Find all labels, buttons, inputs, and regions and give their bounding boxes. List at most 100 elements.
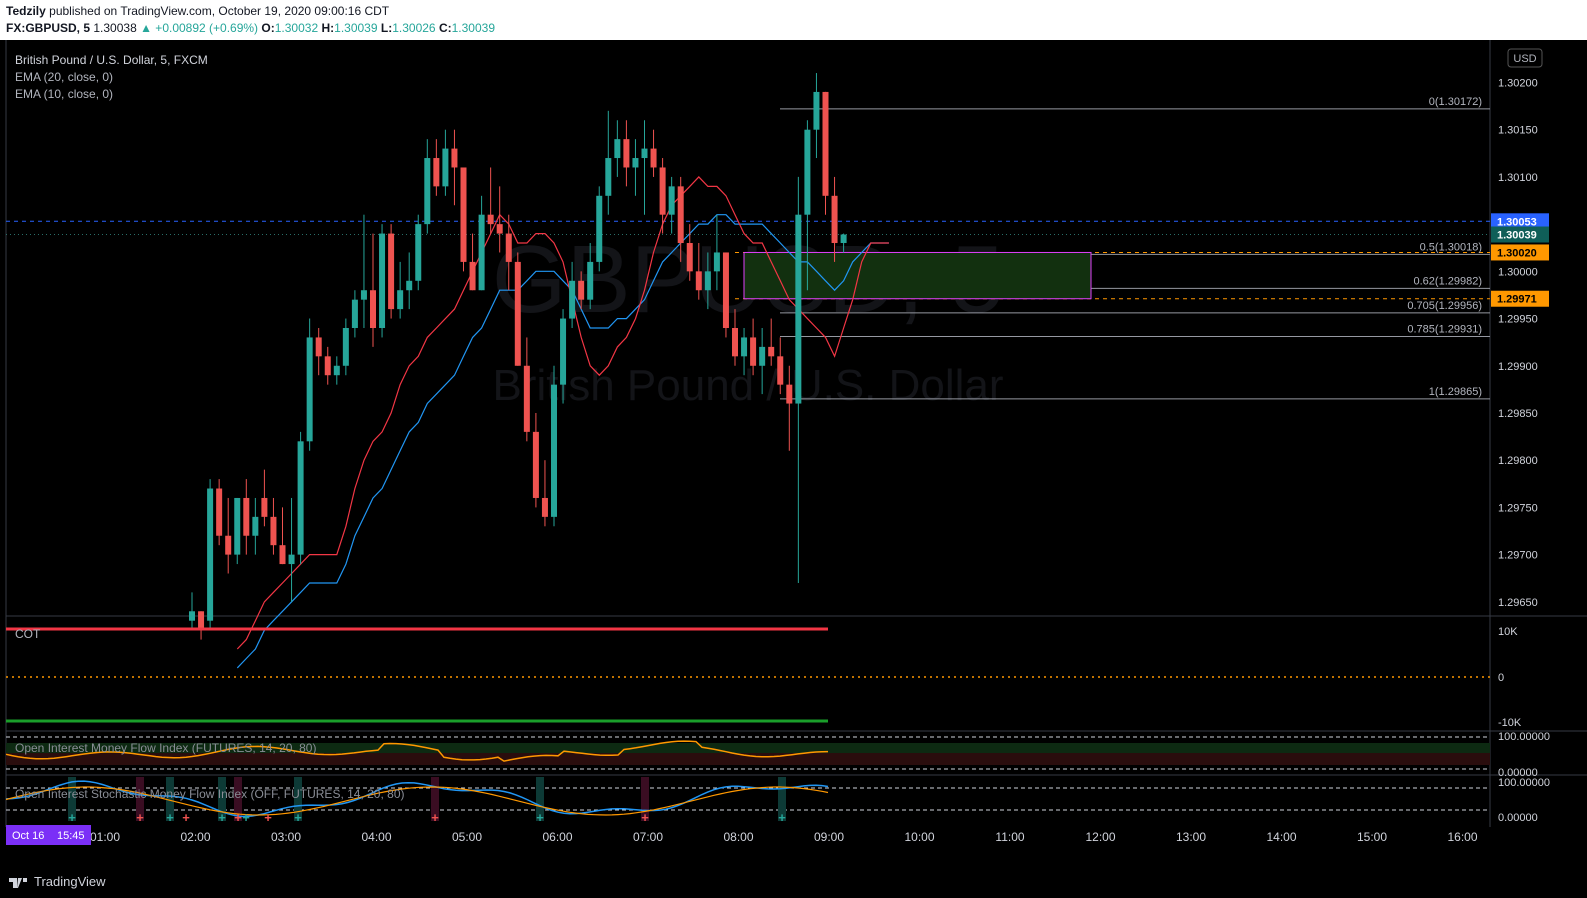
author-name[interactable]: Tedzily [6,4,46,18]
candle-body[interactable] [234,497,241,555]
candle-body[interactable] [433,158,440,187]
time-axis[interactable]: 01:00 02:00 03:00 04:00 05:00 06:00 07:00 08:00… [90,830,1478,844]
candle-body[interactable] [415,224,422,281]
legend-ema10[interactable]: EMA (10, close, 0) [15,87,113,101]
candle-body[interactable] [333,365,340,376]
candle-body[interactable] [424,158,431,225]
candle-body[interactable] [189,611,195,621]
candle-body[interactable] [442,148,449,187]
candle-body[interactable] [388,233,395,310]
candle-body[interactable] [288,554,295,565]
cot-label[interactable]: COT [15,627,41,641]
candle-body[interactable] [750,337,757,366]
candle-body[interactable] [360,290,367,300]
signal-mark: + [264,810,272,825]
candle-body[interactable] [795,214,802,404]
candle-body[interactable] [225,535,232,555]
candle-body[interactable] [198,611,205,631]
candle-body[interactable] [587,261,594,300]
candle-body[interactable] [207,488,214,621]
candle-body[interactable] [822,91,829,196]
candle-body[interactable] [704,271,711,291]
signal-mark: + [778,810,786,825]
candle-body[interactable] [451,148,458,168]
candle-body[interactable] [831,195,838,244]
open-label: O: [261,21,275,35]
candle-body[interactable] [460,167,467,262]
time-tick: 02:00 [180,830,210,844]
candle-body[interactable] [541,497,548,517]
candle-body[interactable] [279,545,286,565]
candle-body[interactable] [596,195,603,262]
price-tick: 1.29700 [1498,550,1538,562]
candle-body[interactable] [324,356,331,376]
candle-body[interactable] [741,337,748,357]
candle-body[interactable] [469,261,476,291]
candle-body[interactable] [777,356,784,385]
candle-body[interactable] [713,252,720,272]
demand-zone[interactable] [743,251,1092,300]
candle-body[interactable] [478,214,485,291]
candle-body[interactable] [840,234,847,244]
candle-body[interactable] [252,516,259,536]
candle-body[interactable] [722,252,729,328]
candle-body[interactable] [297,441,304,555]
candle-body[interactable] [406,280,413,291]
date-badge-time: 15:45 [57,830,85,842]
candle-body[interactable] [659,167,666,215]
candle-body[interactable] [514,261,521,366]
candle-body[interactable] [261,497,268,517]
cot-tick-10k: 10K [1498,626,1518,638]
brand-name: TradingView [34,874,106,889]
candle-body[interactable] [677,186,684,244]
candle-body[interactable] [306,337,313,442]
candle-body[interactable] [532,431,539,498]
candle-body[interactable] [668,186,675,215]
candle-body[interactable] [641,148,648,159]
candle-body[interactable] [804,129,811,215]
currency-box[interactable] [1507,48,1543,68]
oismfi-label[interactable]: Open Interest Stochastic Money Flow Inde… [15,787,404,801]
candle-body[interactable] [605,158,612,196]
candle-body[interactable] [243,497,250,536]
candle-body[interactable] [560,318,567,385]
candle-body[interactable] [614,139,621,159]
candle-body[interactable] [523,365,530,432]
candle-body[interactable] [759,346,766,366]
candle-body[interactable] [623,139,630,168]
candle-body[interactable] [632,158,639,168]
candle-body[interactable] [397,290,404,310]
candle-body[interactable] [379,233,386,328]
candle-body[interactable] [768,346,775,357]
candle-body[interactable] [650,148,657,168]
change-value: ▲ +0.00892 (+0.69%) [140,21,259,35]
candle-body[interactable] [813,91,820,130]
candle-body[interactable] [686,243,693,272]
candle-body[interactable] [786,384,793,404]
candle-body[interactable] [695,271,702,291]
price-tick: 1.30150 [1498,125,1538,137]
open-value: 1.30032 [274,21,319,35]
publish-header: Tedzily published on TradingView.com, Oc… [0,0,1587,40]
candle-body[interactable] [732,328,738,357]
candle-body[interactable] [505,233,512,262]
chart-canvas[interactable]: GBPUSD, 5 British Pound / U.S. Dollar Br… [0,40,1587,868]
candle-body[interactable] [487,214,494,225]
candle-body[interactable] [551,384,557,517]
candle-body[interactable] [370,290,376,328]
tradingview-logo-icon [9,877,27,888]
price-axis[interactable]: 1.30200 1.30150 1.30100 1.30000 1.29950 1.299… [1491,77,1549,609]
candle-body[interactable] [569,280,576,319]
candle-body[interactable] [496,224,503,234]
candle-body[interactable] [342,328,349,366]
oimfi-label[interactable]: Open Interest Money Flow Index (FUTURES,… [15,741,316,755]
candle-body[interactable] [351,299,358,328]
legend-ema20[interactable]: EMA (20, close, 0) [15,70,113,84]
brand-footer[interactable]: TradingView [8,874,106,889]
date-badge-date: Oct 16 [12,830,44,842]
candle-body[interactable] [578,280,585,300]
time-tick: 12:00 [1085,830,1115,844]
candle-body[interactable] [270,516,277,546]
candle-body[interactable] [315,337,322,357]
candle-body[interactable] [216,488,223,536]
